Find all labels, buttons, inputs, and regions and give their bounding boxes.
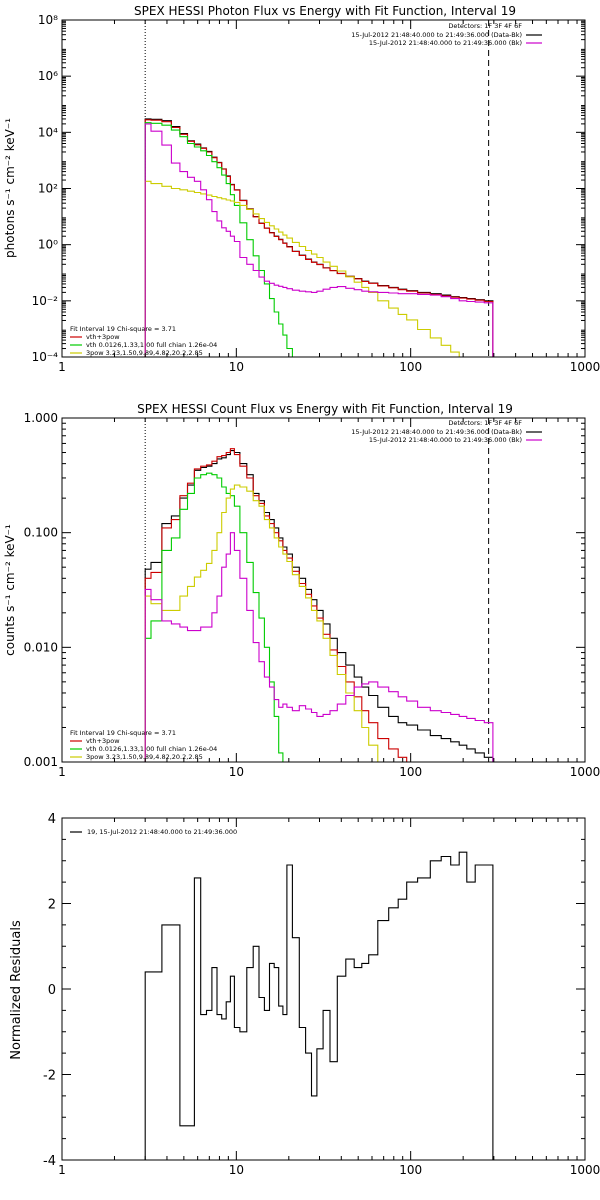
x-axis: 1 10 100 1000	[58, 20, 600, 374]
legend-top-right: Detectors: 1F 3F 4F 6F 15-Jul-2012 21:48…	[351, 419, 542, 444]
chart-title: SPEX HESSI Count Flux vs Energy with Fit…	[137, 402, 513, 416]
legend-powerlaw: 3pow 3.23,1.50,9.89,4.82,20.2,2.85	[86, 349, 203, 357]
y-axis-label: counts s⁻¹ cm⁻² keV⁻¹	[3, 524, 17, 656]
y-tick-label: 10⁰	[38, 238, 58, 252]
legend-bk: 15-Jul-2012 21:48:40.000 to 21:49:36.000…	[369, 39, 522, 47]
y-tick-label: -2	[43, 1069, 56, 1084]
plot-area	[144, 851, 494, 1160]
x-tick-label: 1	[58, 360, 66, 374]
x-axis: 1 10 100 1000	[58, 418, 600, 779]
legend-thermal: vth 0.0126,1.33,1.00 full chian 1.26e-04	[86, 341, 217, 349]
plot-area	[144, 20, 494, 357]
y-tick-label: 10⁻⁴	[32, 350, 59, 364]
x-tick-label: 10	[229, 1163, 244, 1177]
y-axis: 10⁻⁴ 10⁻² 10⁰ 10² 10⁴ 10⁶ 10⁸	[32, 13, 585, 364]
y-axis-label: photons s⁻¹ cm⁻² keV⁻¹	[3, 118, 17, 258]
y-tick-label: 10²	[38, 182, 58, 196]
y-tick-label: 10⁶	[38, 69, 58, 83]
y-tick-label: 0.010	[24, 640, 58, 654]
x-tick-label: 100	[399, 765, 422, 779]
legend-top-right: Detectors: 1F 3F 4F 6F 15-Jul-2012 21:48…	[351, 22, 542, 47]
chart-title: SPEX HESSI Photon Flux vs Energy with Fi…	[134, 4, 516, 18]
x-tick-label: 100	[399, 1163, 422, 1177]
y-tick-label: 10⁸	[38, 13, 58, 27]
series-data-line	[144, 851, 494, 1160]
y-tick-label: 0	[48, 983, 56, 998]
series-total-line	[144, 119, 494, 357]
y-tick-label: 1.000	[24, 411, 58, 425]
y-axis: 0.001 0.010 0.100 1.000	[24, 411, 585, 769]
y-tick-label: -4	[43, 1154, 56, 1169]
legend-data-bk: 15-Jul-2012 21:48:40.000 to 21:49:36.000…	[351, 428, 522, 436]
x-tick-label: 10	[229, 765, 244, 779]
y-tick-label: 4	[48, 812, 56, 827]
legend-top-left: 19, 15-Jul-2012 21:48:40.000 to 21:49:36…	[70, 828, 237, 836]
legend-detectors: Detectors: 1F 3F 4F 6F	[448, 419, 522, 427]
y-axis: -4 -2 0 2 4	[43, 812, 585, 1169]
count-flux-chart: SPEX HESSI Count Flux vs Energy with Fit…	[3, 402, 600, 779]
series-thermal-line	[144, 472, 284, 762]
y-axis-label: Normalized Residuals	[9, 920, 24, 1060]
legend-total: vth+3pow	[86, 737, 120, 745]
plot-area	[144, 418, 494, 762]
x-tick-label: 1	[58, 1163, 66, 1177]
legend-bk: 15-Jul-2012 21:48:40.000 to 21:49:36.000…	[369, 436, 522, 444]
residuals-chart: Normalized Residuals 19, 15-Jul-2012 21:…	[9, 812, 600, 1177]
y-tick-label: 0.100	[24, 526, 58, 540]
y-tick-label: 10⁴	[38, 125, 58, 139]
series-thermal-line	[144, 122, 293, 357]
series-background-line	[144, 123, 494, 357]
legend-powerlaw: 3pow 3.23,1.50,9.89,4.82,20.2,2.85	[86, 753, 203, 761]
plot-frame	[61, 417, 586, 763]
legend-detectors: Detectors: 1F 3F 4F 6F	[448, 22, 522, 30]
y-tick-label: 10⁻²	[32, 294, 59, 308]
x-tick-label: 1000	[570, 765, 600, 779]
legend-bottom-left: Fit Interval 19 Chi-square = 3.71 vth+3p…	[70, 325, 217, 357]
y-tick-label: 2	[48, 898, 56, 913]
legend-residual: 19, 15-Jul-2012 21:48:40.000 to 21:49:36…	[87, 828, 237, 836]
series-data-line	[144, 450, 494, 762]
x-tick-label: 1000	[570, 360, 600, 374]
legend-fit-interval: Fit Interval 19 Chi-square = 3.71	[70, 729, 176, 737]
legend-total: vth+3pow	[86, 333, 120, 341]
legend-fit-interval: Fit Interval 19 Chi-square = 3.71	[70, 325, 176, 333]
series-total-line	[144, 448, 419, 762]
x-tick-label: 1000	[570, 1163, 600, 1177]
y-tick-label: 0.001	[24, 755, 58, 769]
legend-bottom-left: Fit Interval 19 Chi-square = 3.71 vth+3p…	[70, 729, 217, 761]
x-tick-label: 1	[58, 765, 66, 779]
legend-data-bk: 15-Jul-2012 21:48:40.000 to 21:49:36.000…	[351, 31, 522, 39]
photon-flux-chart: SPEX HESSI Photon Flux vs Energy with Fi…	[3, 4, 600, 374]
x-tick-label: 10	[229, 360, 244, 374]
series-background-line	[144, 532, 494, 762]
legend-thermal: vth 0.0126,1.33,1.00 full chian 1.26e-04	[86, 745, 217, 753]
x-axis: 1 10 100 1000	[58, 818, 600, 1177]
x-tick-label: 100	[399, 360, 422, 374]
series-powerlaw-line	[144, 484, 379, 762]
